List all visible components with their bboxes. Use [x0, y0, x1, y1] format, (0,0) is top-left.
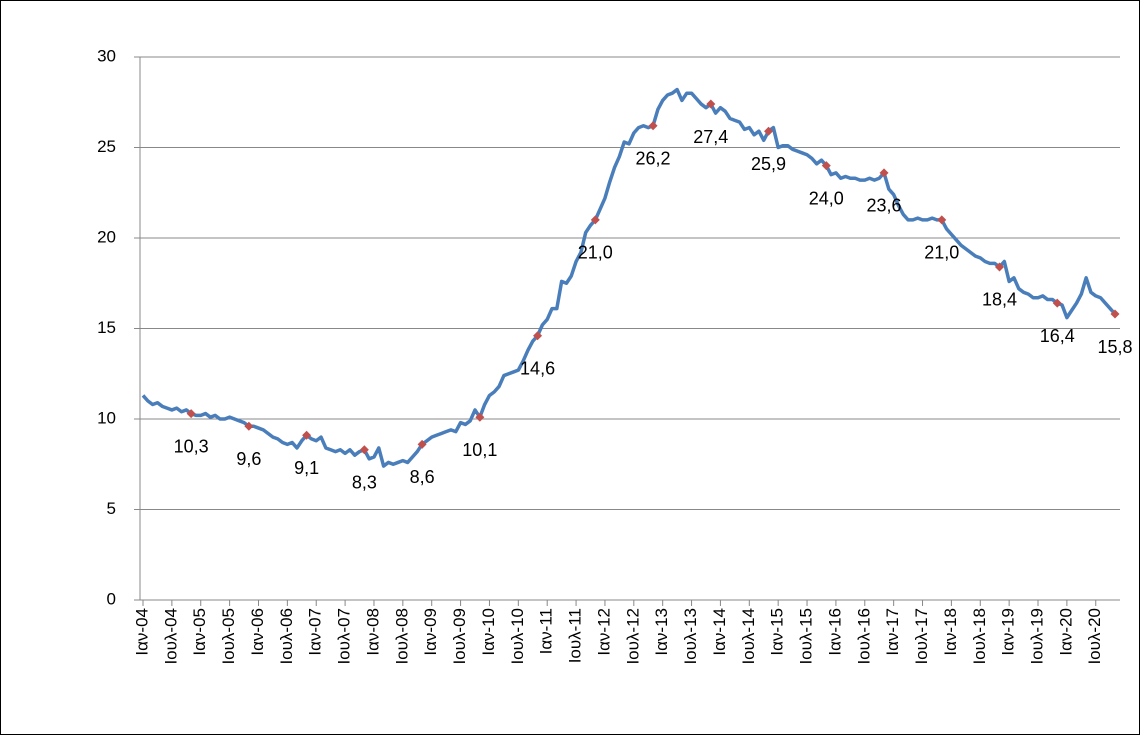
data-label: 10,3: [174, 436, 209, 456]
x-tick-label: Ιαν-10: [479, 608, 498, 656]
marker: [821, 161, 831, 171]
marker: [533, 331, 543, 341]
y-tick-label: 20: [97, 227, 116, 246]
marker: [706, 99, 716, 109]
x-tick-label: Ιουλ-20: [1085, 608, 1104, 665]
data-label: 21,0: [578, 243, 613, 263]
x-tick-label: Ιαν-04: [132, 608, 151, 656]
data-label: 23,6: [867, 196, 902, 216]
data-label: 9,1: [294, 458, 319, 478]
x-tick-label: Ιαν-15: [768, 608, 787, 656]
x-tick-label: Ιουλ-12: [623, 608, 642, 665]
x-tick-label: Ιουλ-08: [392, 608, 411, 665]
data-label: 14,6: [520, 358, 555, 378]
marker: [186, 409, 196, 419]
x-tick-label: Ιουλ-10: [508, 608, 527, 665]
marker: [590, 215, 600, 225]
marker: [937, 215, 947, 225]
x-tick-label: Ιαν-08: [363, 608, 382, 656]
marker: [1110, 309, 1120, 319]
marker: [417, 439, 427, 449]
x-tick-label: Ιαν-13: [652, 608, 671, 656]
x-tick-label: Ιαν-11: [537, 608, 556, 654]
marker: [648, 121, 658, 131]
x-tick-label: Ιαν-20: [1056, 608, 1075, 656]
x-tick-label: Ιαν-09: [421, 608, 440, 656]
marker: [764, 126, 774, 136]
x-tick-label: Ιουλ-11: [566, 608, 585, 663]
x-tick-label: Ιαν-14: [710, 608, 729, 656]
data-label: 16,4: [1040, 326, 1075, 346]
y-tick-label: 30: [97, 46, 116, 65]
y-tick-label: 10: [97, 408, 116, 427]
data-label: 24,0: [809, 188, 844, 208]
marker: [475, 412, 485, 422]
x-tick-label: Ιουλ-09: [450, 608, 469, 665]
x-tick-label: Ιουλ-05: [219, 608, 238, 665]
x-tick-label: Ιαν-06: [248, 608, 267, 656]
x-tick-label: Ιαν-17: [883, 608, 902, 656]
data-label: 26,2: [636, 149, 671, 169]
x-tick-label: Ιουλ-06: [277, 608, 296, 665]
x-tick-label: Ιαν-05: [190, 608, 209, 656]
x-tick-label: Ιαν-16: [825, 608, 844, 656]
y-tick-label: 25: [97, 137, 116, 156]
x-tick-label: Ιουλ-19: [1027, 608, 1046, 665]
x-tick-label: Ιουλ-07: [335, 608, 354, 665]
marker: [995, 262, 1005, 272]
data-label: 21,0: [924, 243, 959, 263]
x-tick-label: Ιουλ-14: [739, 608, 758, 665]
x-tick-label: Ιαν-12: [594, 608, 613, 656]
x-tick-label: Ιαν-19: [999, 608, 1018, 656]
marker: [244, 421, 254, 431]
marker: [1052, 298, 1062, 308]
data-label: 9,6: [236, 449, 261, 469]
marker: [879, 168, 889, 178]
marker: [302, 430, 312, 440]
data-label: 27,4: [693, 127, 728, 147]
x-tick-label: Ιαν-18: [941, 608, 960, 656]
y-tick-label: 5: [107, 499, 116, 518]
x-tick-label: Ιουλ-13: [681, 608, 700, 665]
x-tick-label: Ιουλ-17: [912, 608, 931, 665]
data-label: 8,6: [410, 467, 435, 487]
data-label: 25,9: [751, 154, 786, 174]
data-label: 8,3: [352, 473, 377, 493]
x-tick-label: Ιαν-07: [306, 608, 325, 656]
x-tick-label: Ιουλ-16: [854, 608, 873, 665]
data-label: 10,1: [462, 440, 497, 460]
y-tick-label: 0: [107, 589, 116, 608]
data-label: 15,8: [1097, 337, 1132, 357]
x-tick-label: Ιουλ-04: [161, 608, 180, 665]
y-tick-label: 15: [97, 318, 116, 337]
marker: [359, 445, 369, 455]
x-tick-label: Ιουλ-18: [970, 608, 989, 665]
data-label: 18,4: [982, 290, 1017, 310]
x-tick-label: Ιουλ-15: [797, 608, 816, 665]
